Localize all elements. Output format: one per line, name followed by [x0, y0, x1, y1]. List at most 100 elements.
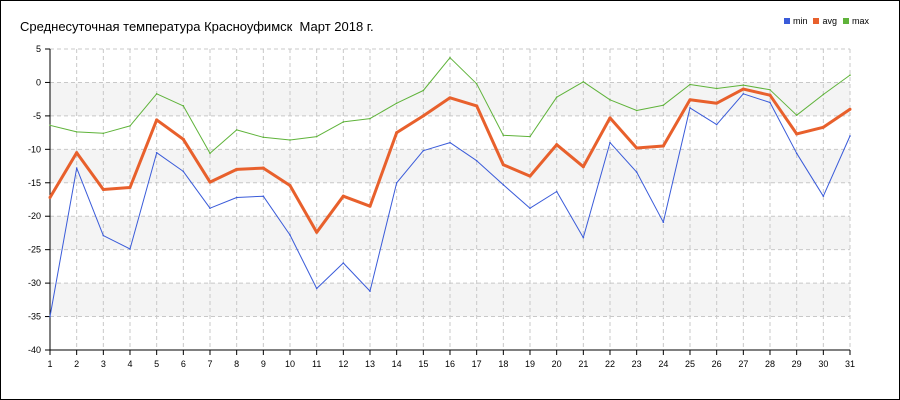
data-point-avg [208, 180, 212, 184]
data-point-avg [661, 144, 665, 148]
x-tick-label: 2 [74, 359, 79, 369]
data-point-min [689, 107, 691, 109]
y-tick-label: -15 [28, 178, 41, 188]
data-point-avg [581, 165, 585, 169]
data-point-min [502, 183, 505, 186]
legend-item-avg: avg [813, 16, 837, 26]
data-point-min [342, 262, 345, 264]
x-tick-label: 31 [845, 359, 855, 369]
data-point-avg [795, 132, 799, 136]
data-point-max [689, 83, 691, 86]
data-point-avg [715, 101, 719, 105]
data-point-min [769, 101, 771, 104]
data-point-max [502, 134, 505, 137]
legend-item-min: min [783, 16, 808, 26]
data-point-max [849, 74, 851, 76]
data-point-max [742, 84, 745, 86]
data-point-max [822, 93, 825, 96]
x-tick-label: 28 [765, 359, 775, 369]
y-tick-label: -20 [28, 211, 41, 221]
data-point-min [315, 287, 318, 290]
data-point-avg [181, 137, 185, 141]
x-tick-label: 22 [605, 359, 615, 369]
data-point-max [209, 152, 211, 155]
y-tick-label: -30 [28, 278, 41, 288]
legend-label-avg: avg [822, 16, 837, 26]
data-point-max [289, 139, 291, 141]
data-point-avg [555, 143, 559, 147]
x-tick-label: 5 [154, 359, 159, 369]
data-point-min [662, 221, 665, 224]
x-tick-label: 14 [392, 359, 402, 369]
x-tick-label: 13 [365, 359, 375, 369]
y-tick-label: -5 [33, 111, 41, 121]
data-point-max [102, 132, 105, 135]
legend-swatch-max [842, 18, 849, 24]
data-point-max [182, 105, 185, 107]
x-tick-label: 12 [338, 359, 348, 369]
data-point-avg [235, 167, 239, 171]
data-point-avg [75, 151, 79, 155]
data-point-max [449, 56, 451, 59]
x-tick-label: 3 [101, 359, 106, 369]
data-point-min [75, 167, 78, 169]
x-tick-label: 6 [181, 359, 186, 369]
data-point-max [475, 82, 478, 85]
x-tick-label: 17 [472, 359, 482, 369]
data-point-min [155, 151, 158, 154]
data-point-min [822, 195, 825, 197]
data-point-min [635, 171, 638, 173]
legend-item-max: max [842, 16, 869, 26]
legend-swatch-min [783, 18, 790, 24]
x-tick-label: 8 [234, 359, 239, 369]
x-tick-label: 1 [47, 359, 52, 369]
data-point-min [795, 152, 798, 155]
data-point-max [635, 109, 638, 112]
data-point-max [262, 136, 265, 139]
x-tick-label: 18 [498, 359, 508, 369]
data-point-min [715, 123, 718, 126]
data-point-max [49, 124, 51, 127]
legend-label-min: min [792, 16, 808, 26]
data-point-avg [288, 183, 292, 187]
x-tick-label: 11 [312, 359, 321, 369]
x-tick-label: 10 [285, 359, 295, 369]
data-point-avg [48, 195, 52, 199]
chart-title: Среднесуточная температура Красноуфимск … [20, 19, 374, 34]
x-tick-label: 25 [685, 359, 695, 369]
data-point-min [609, 141, 611, 144]
data-point-max [582, 80, 585, 83]
data-point-avg [475, 104, 479, 108]
legend-swatch-avg [813, 18, 820, 24]
data-point-min [529, 207, 531, 209]
data-point-max [235, 129, 238, 131]
data-point-min [449, 141, 451, 144]
x-tick-label: 15 [418, 359, 428, 369]
data-point-avg [768, 93, 772, 97]
data-point-min [102, 234, 105, 237]
data-point-max [529, 135, 531, 138]
y-tick-label: -35 [28, 312, 41, 322]
x-tick-label: 26 [712, 359, 722, 369]
y-tick-label: -40 [28, 345, 41, 355]
y-tick-label: -10 [28, 144, 41, 154]
data-point-max [715, 87, 718, 90]
y-tick-label: 0 [36, 77, 41, 87]
y-tick-label: -25 [28, 245, 41, 255]
data-point-avg [741, 87, 745, 91]
data-point-min [422, 149, 425, 152]
x-tick-label: 7 [207, 359, 212, 369]
data-point-max [342, 121, 345, 123]
legend-label-max: max [851, 16, 869, 26]
data-point-avg [128, 185, 132, 189]
data-point-avg [608, 116, 612, 120]
data-point-max [555, 96, 558, 98]
x-tick-label: 27 [738, 359, 748, 369]
data-point-avg [315, 230, 319, 234]
data-point-avg [448, 96, 452, 100]
data-point-max [75, 131, 78, 133]
data-point-max [609, 99, 611, 101]
x-tick-label: 9 [261, 359, 266, 369]
data-point-min [289, 234, 291, 236]
